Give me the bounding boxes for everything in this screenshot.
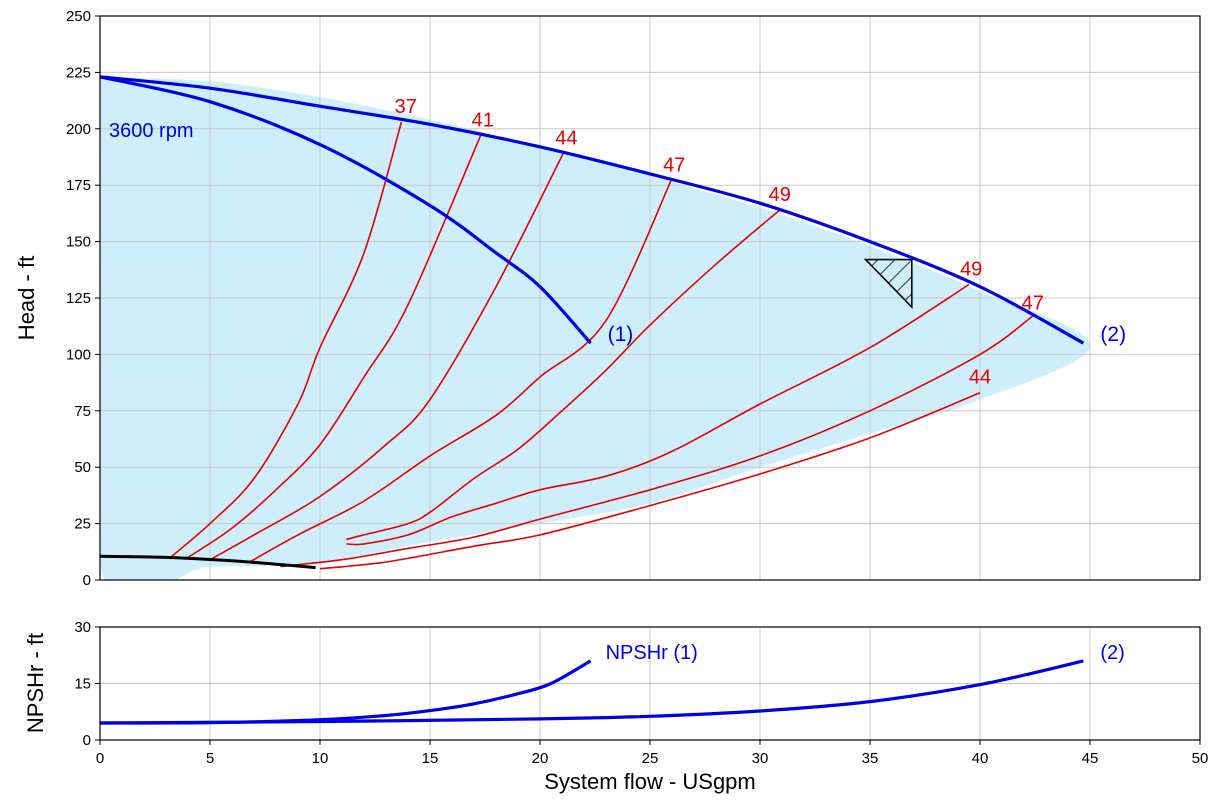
head-y-tick-label: 225: [66, 64, 91, 81]
speed-label: 3600 rpm: [109, 120, 194, 142]
head-y-tick-label: 200: [66, 121, 91, 138]
head-annotations: 37 41 44 47 49 49 47 44 (1) (2) 3600 rpm: [109, 96, 1126, 389]
efficiency-line-49: [346, 209, 781, 541]
head-y-axis-title: Head - ft: [14, 256, 39, 340]
efficiency-label-44: 44: [555, 128, 577, 150]
npshr-labels: NPSHr (1) (2): [606, 642, 1125, 664]
head-y-tick-label: 125: [66, 290, 91, 307]
npsh-limit-curve: [100, 554, 316, 570]
head-plot: 37 41 44 47 49 49 47 44 (1) (2) 3600 rpm 0 25 50 75 10…: [14, 8, 1201, 589]
npshr-curve2-label: (2): [1100, 642, 1124, 664]
x-tick-label: 5: [206, 750, 214, 767]
efficiency-label-47: 47: [663, 155, 685, 177]
x-tick-label: 40: [972, 750, 989, 767]
hatched-triangle-marker: [863, 258, 913, 309]
head-curve1-label: (1): [608, 323, 634, 346]
efficiency-line-41: [187, 135, 482, 559]
efficiency-lines: [169, 121, 1034, 570]
x-tick-label: 30: [752, 750, 769, 767]
x-tick-label: 50: [1192, 750, 1209, 767]
x-tick-label: 25: [642, 750, 659, 767]
head-y-tick-label: 250: [66, 8, 91, 25]
head-y-ticks: 0 25 50 75 100 125 150 175 200 225 250: [66, 8, 100, 589]
efficiency-label-49: 49: [960, 258, 982, 280]
operating-region-area: [100, 76, 1090, 580]
head-y-tick-label: 25: [74, 516, 91, 533]
npshr-y-tick-label: 15: [74, 676, 91, 693]
npshr-curves: [100, 659, 1084, 725]
efficiency-label-47: 47: [1022, 292, 1044, 314]
x-tick-label: 10: [312, 750, 329, 767]
npshr-y-axis-title: NPSHr - ft: [23, 633, 48, 733]
head-y-tick-label: 175: [66, 177, 91, 194]
npshr-curve1-label: NPSHr (1): [606, 642, 698, 664]
x-axis-title: System flow - USgpm: [544, 769, 756, 794]
x-tick-label: 15: [422, 750, 439, 767]
head-curve2: [100, 75, 1085, 345]
efficiency-line-44: [319, 392, 981, 570]
efficiency-label-37: 37: [395, 96, 417, 118]
npshr-y-tick-label: 0: [83, 732, 91, 749]
efficiency-line-47: [249, 178, 673, 563]
head-curve2-label: (2): [1100, 323, 1126, 346]
x-tick-label: 0: [96, 750, 104, 767]
npshr-curve2: [100, 659, 1084, 725]
head-curve1: [100, 75, 592, 345]
x-axis-ticks: 0 5 10 15 20 25 30 35 40 45 50: [96, 740, 1209, 767]
head-y-tick-label: 50: [74, 459, 91, 476]
efficiency-label-49: 49: [769, 184, 791, 206]
head-grid: [99, 15, 1201, 581]
head-y-tick-label: 75: [74, 403, 91, 420]
head-y-tick-label: 150: [66, 234, 91, 251]
efficiency-line-44: [209, 151, 565, 561]
x-tick-label: 20: [532, 750, 549, 767]
npshr-y-ticks: 0 15 30: [74, 619, 100, 749]
operating-region: [100, 76, 1090, 580]
efficiency-label-41: 41: [472, 110, 494, 132]
npshr-y-tick-label: 30: [74, 619, 91, 636]
efficiency-line-49: [346, 283, 970, 546]
efficiency-line-47: [280, 315, 1034, 568]
x-tick-label: 35: [862, 750, 879, 767]
efficiency-label-44: 44: [969, 367, 991, 389]
efficiency-line-37: [169, 121, 403, 559]
head-y-tick-label: 100: [66, 346, 91, 363]
head-curves: [100, 75, 1085, 570]
head-y-tick-label: 0: [83, 572, 91, 589]
x-tick-label: 45: [1082, 750, 1099, 767]
